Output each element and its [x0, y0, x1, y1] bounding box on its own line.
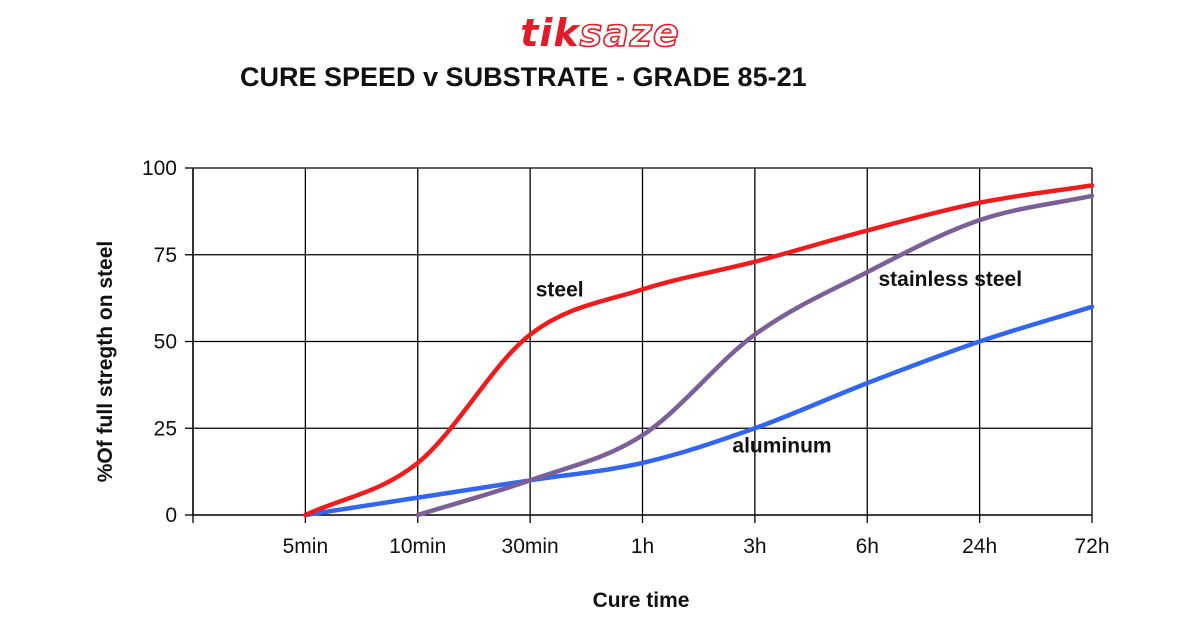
logo-text-part-b: saze: [579, 11, 680, 55]
x-tick-label: 6h: [856, 535, 879, 558]
x-tick-labels: 5min 10min 30min 1h 3h 6h 24h 72h: [283, 535, 1110, 558]
x-tick-label: 1h: [631, 535, 654, 558]
x-tick-label: 10min: [389, 535, 446, 558]
y-tick-label: 0: [165, 504, 177, 527]
x-axis-title: Cure time: [593, 589, 690, 612]
series-lines: [303, 183, 1095, 518]
y-tick-label: 75: [154, 244, 177, 267]
y-tick-label: 100: [142, 157, 177, 180]
x-tick-label: 5min: [283, 535, 329, 558]
gridlines: [193, 167, 1093, 515]
series-line-stainless-steel: [415, 193, 1095, 518]
y-tick-label: 25: [154, 417, 177, 440]
tiksaze-logo: tiksaze: [0, 11, 1200, 55]
x-tick-label: 72h: [1074, 535, 1109, 558]
axes: [185, 167, 1093, 523]
series-label-aluminum: aluminum: [732, 435, 831, 458]
y-tick-labels: 0 25 50 75 100: [142, 157, 177, 527]
chart-title: CURE SPEED v SUBSTRATE - GRADE 85-21: [240, 62, 807, 92]
series-line-steel: [303, 183, 1095, 518]
series-label-steel: steel: [536, 278, 584, 301]
x-tick-label: 30min: [502, 535, 559, 558]
x-tick-label: 3h: [743, 535, 766, 558]
series-line-aluminum: [303, 304, 1095, 518]
y-tick-label: 50: [154, 331, 177, 354]
y-axis-title: %Of full stregth on steel: [94, 241, 117, 483]
logo-text-part-a: tik: [520, 11, 580, 55]
x-tick-label: 24h: [962, 535, 997, 558]
series-labels: steel stainless steel aluminum: [536, 268, 1022, 458]
series-label-stainless-steel: stainless steel: [878, 268, 1022, 291]
